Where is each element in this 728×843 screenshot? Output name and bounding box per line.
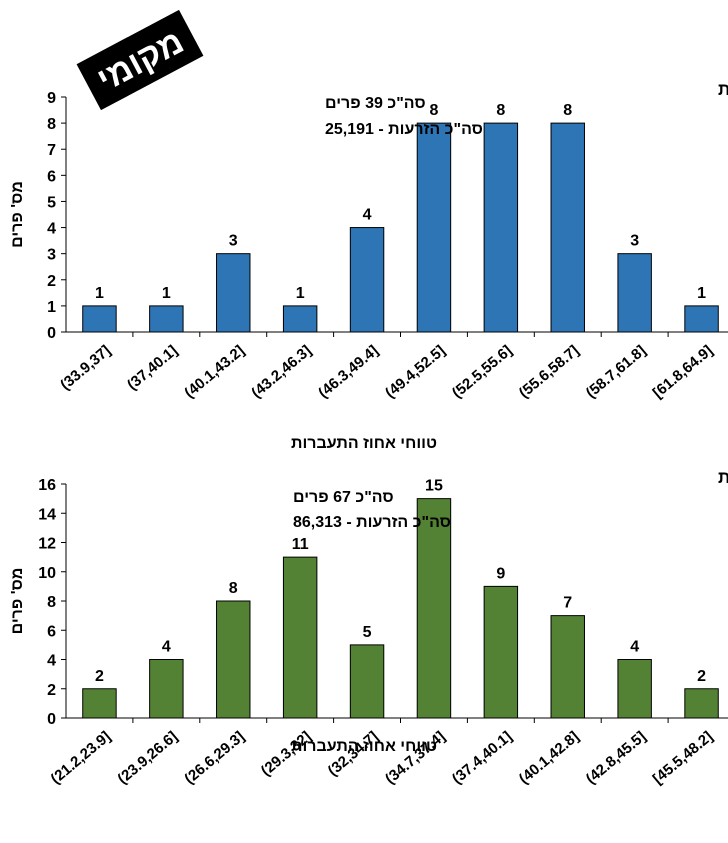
bar [82,688,117,719]
bar [483,585,519,719]
bar-value-label: 5 [363,624,372,641]
chart-note-line: סה"כ הזרעות - 86,313 [293,514,451,531]
x-tick-label: (40.1,43.2] [181,342,248,402]
bar-value-label: 15 [425,478,443,495]
bar-value-label: 1 [95,285,104,302]
y-tick-label: 8 [47,594,56,611]
bar-value-label: 1 [296,285,305,302]
y-tick-label: 6 [47,168,56,185]
chart-cows: 0 2 4 6 8 10 12 14 16 2 (21.2,23.9] 4 (23.9,26.6] 8 (2… [9,468,728,788]
chart-title: פרות [718,468,728,487]
x-tick-label: (40.1,42.8] [516,728,583,788]
bar [82,305,117,333]
bar-value-label: 7 [563,595,572,612]
y-axis-label: מס' פרים [9,568,26,635]
x-axis-label: טווחי אחוז התעברות [291,738,437,755]
bar [149,659,184,719]
y-tick-label: 1 [47,299,56,316]
bar-value-label: 1 [697,285,706,302]
x-tick-label: (26.6,29.3] [181,728,248,788]
bar [416,122,452,333]
chart-note-line: סה"כ 67 פרים [293,489,394,506]
bar [416,498,452,719]
bar [684,305,719,333]
bar [216,600,251,719]
bar-value-label: 8 [229,580,238,597]
y-tick-label: 5 [47,194,56,211]
y-tick-label: 14 [38,506,56,523]
bar [617,253,652,333]
bar [617,659,652,719]
chart-note-line: סה"כ 39 פרים [325,95,426,112]
y-tick-label: 7 [47,142,56,159]
x-axis-label: טווחי אחוז התעברות [291,435,437,452]
y-tick-label: 2 [47,682,56,699]
x-tick-label: [61.8,64.9] [650,342,717,402]
x-tick-label: (52.5,55.6] [449,342,516,402]
x-tick-label: (46.3,49.4] [315,342,382,402]
bar [550,122,585,333]
y-axis-label: מס' פרים [9,181,26,248]
bar-value-label: 3 [630,233,639,250]
bar-value-label: 2 [95,668,104,685]
bar [282,556,318,719]
x-tick-label: (58.7,61.8] [583,342,650,402]
chart-heifers: 0 1 2 3 4 5 6 7 8 9 1 (33.9,37] 1 (37,40.1] 3 (40.1,43.… [9,80,728,452]
bar-value-label: 11 [292,536,309,553]
bar [550,615,585,719]
x-tick-label: (23.9,26.6] [114,728,181,788]
bar-value-label: 4 [363,207,372,224]
x-tick-label: (43.2,46.3] [248,342,315,402]
y-tick-label: 4 [47,221,56,238]
x-tick-label: (21.2,23.9] [48,728,115,788]
bar-value-label: 2 [697,668,706,685]
x-tick-label: (33.9,37] [57,342,114,394]
bar-value-label: 4 [630,639,639,656]
y-tick-label: 16 [38,477,56,494]
y-tick-label: 4 [47,653,56,670]
bar [149,305,184,333]
x-tick-label: (49.4,52.5] [382,342,449,402]
x-tick-label: (37,40.1] [124,342,181,394]
bar-value-label: 9 [496,565,505,582]
chart-note-line: סה"כ הזרעות - 25,191 [325,121,483,138]
chart-title: עגלות [718,80,728,99]
bar [282,305,318,333]
y-tick-label: 0 [47,325,56,342]
bar-value-label: 8 [429,102,438,119]
y-tick-label: 3 [47,247,56,264]
bar [349,644,385,719]
y-tick-label: 2 [47,273,56,290]
bar-value-label: 1 [162,285,171,302]
bar [216,253,251,333]
y-tick-label: 6 [47,623,56,640]
y-tick-label: 8 [47,116,56,133]
local-badge: מקומי [76,9,204,111]
bar [349,227,385,333]
x-tick-label: (42.8,45.5] [583,728,650,788]
bar [684,688,719,719]
bar-value-label: 4 [162,639,171,656]
bar-value-label: 8 [563,102,572,119]
y-tick-label: 9 [47,90,56,107]
y-tick-label: 12 [38,536,56,553]
bar-value-label: 8 [496,102,505,119]
y-tick-label: 0 [47,711,56,728]
bar [483,122,519,333]
bar-value-label: 3 [229,233,238,250]
y-tick-label: 10 [38,565,56,582]
x-tick-label: (55.6,58.7] [516,342,583,402]
x-tick-label: [45.5,48.2] [650,728,717,788]
x-tick-label: (34.7,37.4] [382,728,449,788]
x-tick-label: (37.4,40.1] [449,728,516,788]
